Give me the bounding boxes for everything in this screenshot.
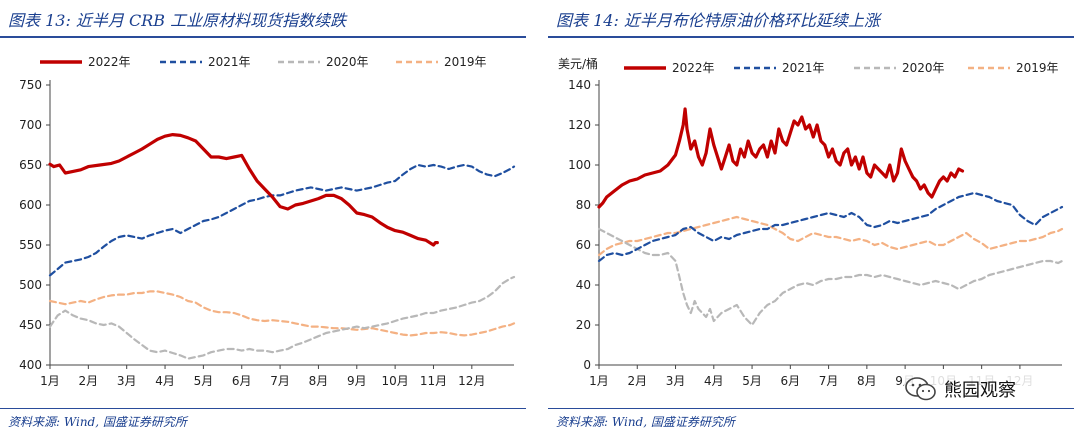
- y-tick-label: 120: [568, 118, 591, 132]
- title-divider: [0, 36, 526, 38]
- y-tick-label: 0: [583, 358, 591, 372]
- legend-label: 2020年: [902, 61, 945, 75]
- y-tick-label: 400: [19, 358, 42, 372]
- y-tick-label: 140: [568, 78, 591, 92]
- watermark-text: 熊园观察: [944, 380, 1016, 401]
- legend-label: 2020年: [326, 55, 369, 69]
- chart-panel-brent: 图表 14: 近半月布伦特原油价格环比延续上涨 0 20 40 60 80 100 120 1…: [548, 0, 1074, 437]
- series-line-2022年: [597, 107, 965, 209]
- legend-label: 2019年: [444, 55, 487, 69]
- y-tick-label: 20: [576, 318, 591, 332]
- series-line-2019年: [48, 290, 516, 337]
- legend-label: 2021年: [208, 55, 251, 69]
- series-line-2021年: [48, 163, 516, 277]
- legend-label: 2019年: [1016, 61, 1059, 75]
- x-tick-label: 2月: [627, 374, 647, 388]
- y-tick-label: 650: [19, 158, 42, 172]
- legend-label: 2022年: [672, 61, 715, 75]
- brent-line-chart: 0204060801001201401月2月3月4月5月6月7月8月9月10月1…: [558, 56, 1064, 388]
- x-tick-label: 2月: [79, 374, 99, 388]
- chart-source: 资料来源: Wind, 国盛证券研究所: [556, 415, 735, 429]
- x-tick-label: 5月: [194, 374, 214, 388]
- x-tick-label: 4月: [704, 374, 724, 388]
- x-tick-label: 7月: [819, 374, 839, 388]
- legend-label: 2021年: [782, 61, 825, 75]
- x-tick-label: 11月: [420, 374, 447, 388]
- series-line-2021年: [597, 191, 1064, 263]
- series-line-2020年: [597, 227, 1064, 327]
- legend-label: 2022年: [88, 55, 131, 69]
- y-tick-label: 750: [19, 78, 42, 92]
- x-tick-label: 7月: [270, 374, 290, 388]
- y-tick-label: 600: [19, 198, 42, 212]
- chart-title: 图表 13: 近半月 CRB 工业原材料现货指数续跌: [8, 11, 347, 30]
- x-tick-label: 3月: [666, 374, 686, 388]
- x-tick-label: 1月: [589, 374, 609, 388]
- x-tick-label: 8月: [309, 374, 329, 388]
- y-tick-label: 40: [576, 278, 591, 292]
- x-tick-label: 8月: [857, 374, 877, 388]
- y-tick-label: 450: [19, 318, 42, 332]
- source-divider: [548, 408, 1074, 409]
- y-tick-label: 700: [19, 118, 42, 132]
- x-tick-label: 9月: [347, 374, 367, 388]
- watermark: 熊园观察: [904, 372, 1074, 406]
- x-tick-label: 5月: [742, 374, 762, 388]
- x-tick-label: 6月: [781, 374, 801, 388]
- y-axis-unit-label: 美元/桶: [558, 56, 598, 71]
- wechat-icon: [905, 377, 936, 401]
- x-tick-label: 12月: [458, 374, 485, 388]
- crb-line-chart: 400 450 500 550 600 650 700 750 1月 2月 3月 4月 5月 6月 7月 8月…: [19, 55, 516, 388]
- x-tick-label: 6月: [232, 374, 252, 388]
- x-tick-label: 10月: [381, 374, 408, 388]
- y-tick-label: 100: [568, 158, 591, 172]
- series-line-2020年: [48, 275, 516, 360]
- x-tick-label: 4月: [155, 374, 175, 388]
- y-tick-label: 500: [19, 278, 42, 292]
- source-divider: [0, 408, 526, 409]
- y-tick-label: 80: [576, 198, 591, 212]
- chart-title: 图表 14: 近半月布伦特原油价格环比延续上涨: [556, 11, 880, 30]
- x-tick-label: 3月: [117, 374, 137, 388]
- chart-source: 资料来源: Wind, 国盛证券研究所: [8, 415, 187, 429]
- series-line-2022年: [48, 133, 439, 247]
- y-tick-label: 550: [19, 238, 42, 252]
- y-tick-label: 60: [576, 238, 591, 252]
- chart-panel-crb: 图表 13: 近半月 CRB 工业原材料现货指数续跌 400 450 500 550 6…: [0, 0, 526, 437]
- title-divider: [548, 36, 1074, 38]
- x-tick-label: 1月: [40, 374, 60, 388]
